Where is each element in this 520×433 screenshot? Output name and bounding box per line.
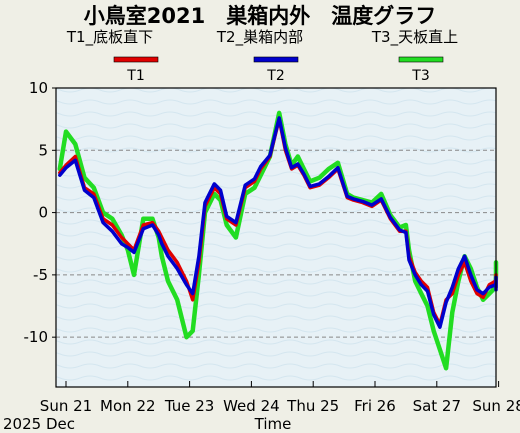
legend-swatch-2 (253, 56, 299, 63)
plot-frame (55, 87, 497, 388)
x-tick-label: Tue 23 (164, 397, 214, 415)
legend-swatch-1 (113, 56, 159, 63)
series-line-t3 (57, 110, 499, 371)
x-tick-label: Wed 24 (223, 397, 280, 415)
date-label: 2025 Dec (3, 415, 75, 433)
x-tick-label: Sun 21 (40, 397, 92, 415)
y-tick-label: -5 (33, 266, 48, 284)
grid-lines (56, 149, 496, 338)
legend: T1_底板直下 T1 T2_巣箱内部 T2 T3_天板直上 T3 (66, 28, 458, 84)
chart-title: 小鳥室2021 巣箱内外 温度グラフ (84, 4, 436, 28)
x-tick-label: Sun 28 (472, 397, 520, 415)
legend-label-1: T1 (126, 68, 144, 84)
y-tick-label: 5 (38, 141, 48, 159)
series-layer (57, 110, 499, 371)
x-axis: Sun 21 Mon 22 Tue 23 Wed 24 Thu 25 Fri 26 Sat … (40, 381, 520, 415)
legend-swatch-3 (398, 56, 444, 63)
x-tick-label: Sat 27 (413, 397, 461, 415)
y-axis: 10 5 0 -5 -10 (24, 79, 56, 346)
y-tick-label: -10 (24, 328, 49, 346)
legend-name-2: T2_巣箱内部 (216, 28, 303, 47)
series-line-t2 (58, 116, 498, 329)
legend-name-3: T3_天板直上 (371, 28, 458, 47)
legend-label-3: T3 (411, 68, 429, 84)
legend-label-2: T2 (266, 68, 284, 84)
y-tick-label: 0 (38, 204, 48, 222)
x-tick-label: Fri 26 (354, 397, 396, 415)
x-axis-label: Time (254, 415, 292, 433)
x-tick-label: Mon 22 (100, 397, 155, 415)
x-tick-label: Thu 25 (286, 397, 339, 415)
legend-name-1: T1_底板直下 (66, 28, 153, 47)
y-tick-label: 10 (29, 79, 48, 97)
